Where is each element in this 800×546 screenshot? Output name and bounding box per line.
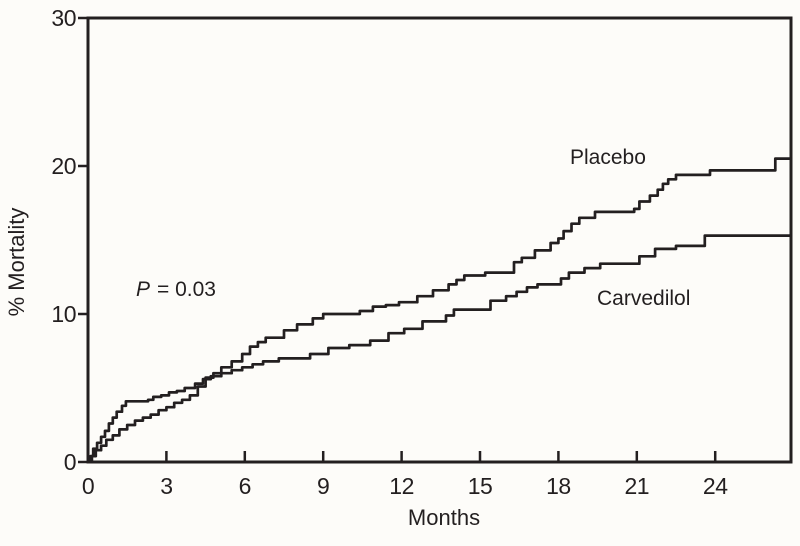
carvedilol-curve-label: Carvedilol [597, 287, 690, 310]
x-tick-label: 12 [389, 473, 414, 499]
y-tick-label: 30 [51, 5, 76, 31]
placebo-curve-label: Placebo [570, 146, 646, 169]
axis-ticks [78, 16, 717, 464]
curve-placebo [86, 157, 793, 464]
x-tick-label: 24 [703, 473, 728, 499]
x-tick-label: 6 [239, 473, 251, 499]
p-value: = 0.03 [157, 278, 216, 301]
axis-tick-labels: 0 3 6 9 12 15 18 21 24 0 10 20 30 [51, 5, 728, 499]
x-tick-label: 9 [317, 473, 329, 499]
p-symbol: P [136, 278, 150, 301]
y-axis-title: % Mortality [4, 208, 29, 317]
y-tick-label: 10 [51, 301, 76, 327]
y-tick-label: 0 [64, 449, 76, 475]
data-curves [86, 157, 793, 464]
p-value-annotation: P = 0.03 [136, 278, 216, 301]
curve-carvedilol [86, 234, 793, 464]
x-tick-label: 21 [625, 473, 650, 499]
y-tick-label: 20 [51, 153, 76, 179]
x-tick-label: 0 [82, 473, 94, 499]
x-tick-label: 3 [160, 473, 172, 499]
plot-frame [86, 16, 793, 464]
x-tick-label: 15 [468, 473, 493, 499]
x-tick-label: 18 [546, 473, 571, 499]
x-axis-title: Months [408, 505, 480, 530]
